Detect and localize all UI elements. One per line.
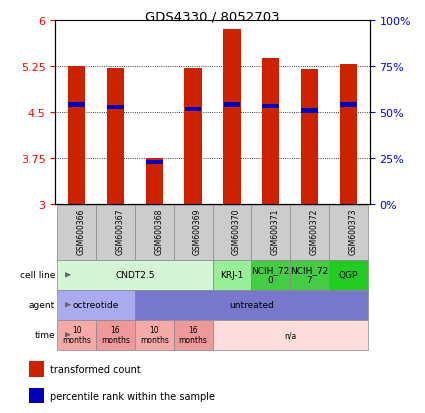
Text: time: time	[34, 330, 55, 339]
Bar	[107, 69, 124, 204]
Text: percentile rank within the sample: percentile rank within the sample	[50, 391, 215, 401]
Text: 16
months: 16 months	[101, 325, 130, 344]
Bar	[174, 205, 212, 260]
Bar	[290, 205, 329, 260]
Text: GSM600369: GSM600369	[193, 208, 202, 254]
Text: CNDT2.5: CNDT2.5	[115, 271, 155, 280]
Text: QGP: QGP	[339, 271, 358, 280]
Text: 16
months: 16 months	[178, 325, 207, 344]
Bar	[68, 103, 85, 107]
Bar	[29, 389, 44, 404]
Bar	[184, 69, 202, 204]
Text: GSM600368: GSM600368	[154, 208, 163, 254]
Bar	[146, 161, 162, 165]
Text: cell line: cell line	[20, 271, 55, 280]
Text: GDS4330 / 8052703: GDS4330 / 8052703	[145, 10, 280, 23]
Bar	[329, 205, 368, 260]
Text: GSM600372: GSM600372	[309, 208, 319, 254]
Text: GSM600373: GSM600373	[348, 208, 357, 254]
Text: GSM600366: GSM600366	[76, 208, 85, 254]
Bar	[340, 65, 357, 204]
Bar	[224, 103, 240, 107]
Text: NCIH_72
7: NCIH_72 7	[290, 266, 329, 285]
Bar	[57, 290, 135, 320]
Bar	[212, 260, 251, 290]
Bar	[96, 205, 135, 260]
Text: transformed count: transformed count	[50, 364, 141, 374]
Bar	[57, 260, 212, 290]
Text: NCIH_72
0: NCIH_72 0	[252, 266, 290, 285]
Text: GSM600367: GSM600367	[116, 208, 125, 254]
Bar	[174, 320, 212, 350]
Bar	[329, 260, 368, 290]
Text: n/a: n/a	[284, 330, 296, 339]
Bar	[251, 205, 290, 260]
Text: 10
months: 10 months	[62, 325, 91, 344]
Bar	[185, 107, 201, 112]
Bar	[223, 30, 241, 204]
Bar	[135, 205, 174, 260]
Bar	[251, 260, 290, 290]
Text: octreotide: octreotide	[73, 301, 119, 309]
Bar	[340, 103, 357, 107]
Text: GSM600371: GSM600371	[271, 208, 280, 254]
Bar	[57, 320, 96, 350]
Bar	[212, 320, 368, 350]
Bar	[145, 159, 163, 204]
Text: 10
months: 10 months	[140, 325, 169, 344]
Bar	[135, 290, 368, 320]
Bar	[107, 105, 124, 110]
Text: GSM600370: GSM600370	[232, 208, 241, 254]
Bar	[263, 104, 279, 109]
Text: KRJ-1: KRJ-1	[220, 271, 244, 280]
Text: agent: agent	[29, 301, 55, 309]
Bar	[301, 70, 318, 204]
Bar	[96, 320, 135, 350]
Text: untreated: untreated	[229, 301, 274, 309]
Bar	[135, 320, 174, 350]
Bar	[68, 66, 85, 204]
Bar	[212, 205, 251, 260]
Bar	[57, 205, 96, 260]
Bar	[262, 59, 280, 204]
Bar	[301, 109, 318, 114]
Bar	[290, 260, 329, 290]
Bar	[29, 362, 44, 377]
